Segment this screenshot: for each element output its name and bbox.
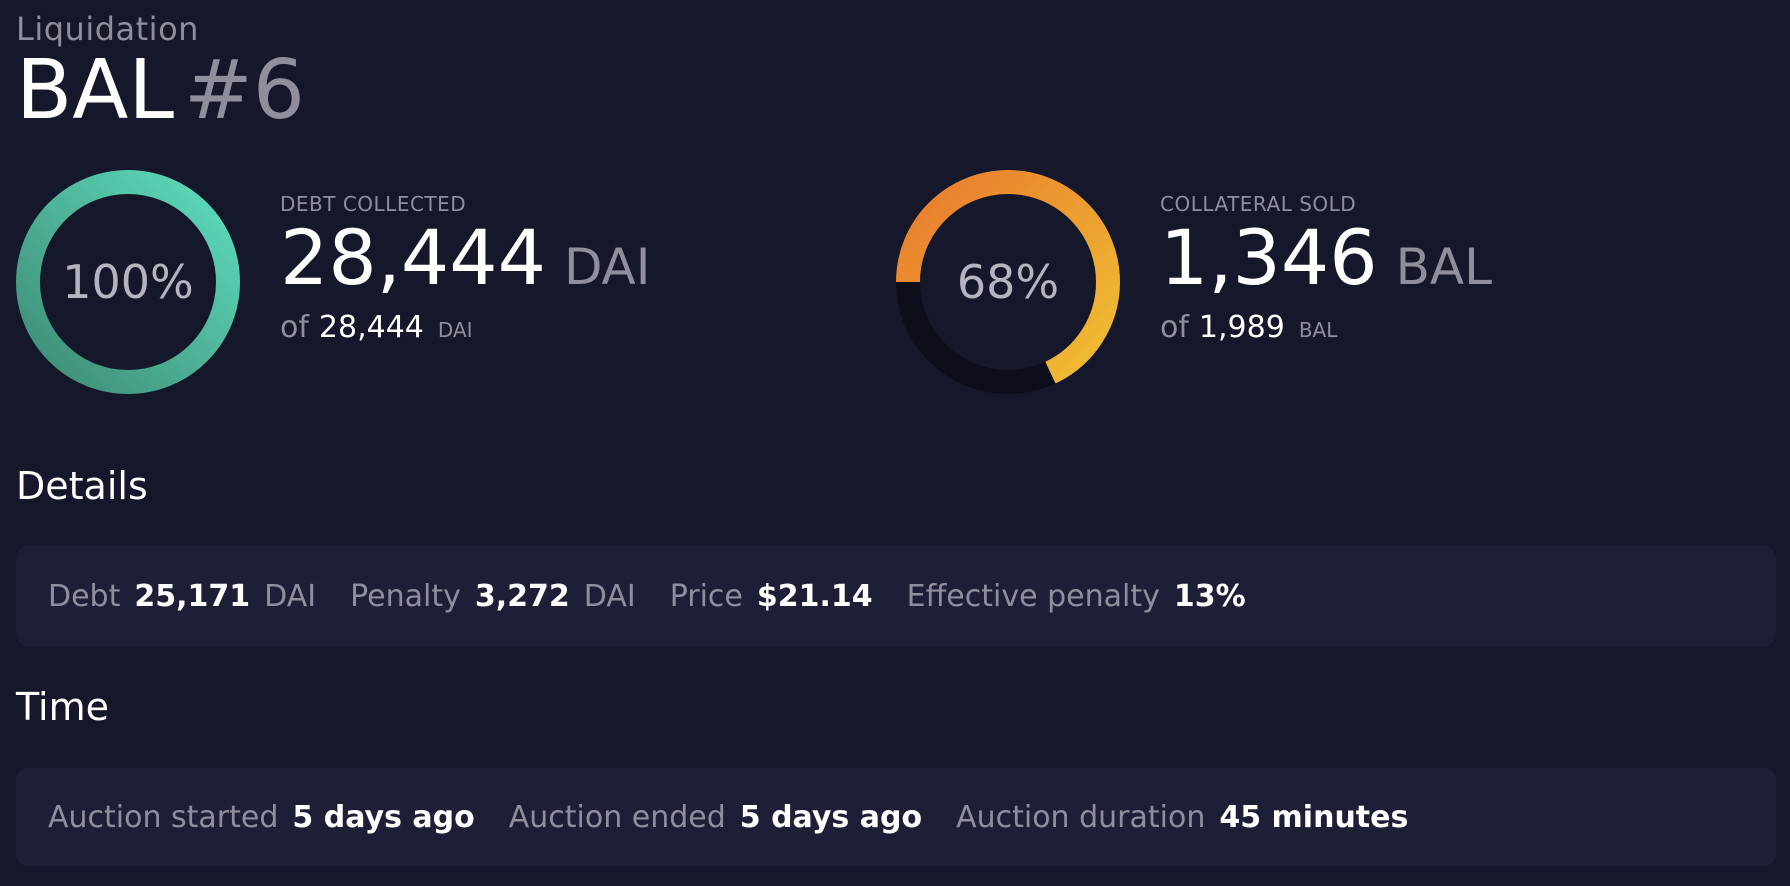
detail-price-value: $21.14 [756, 578, 873, 614]
detail-effective-penalty-value: 13% [1173, 578, 1246, 614]
collateral-gauge-arc [896, 170, 1120, 394]
detail-debt-label: Debt [48, 578, 121, 614]
collateral-total-unit: BAL [1298, 318, 1338, 342]
debt-gauge-arc [16, 170, 240, 394]
detail-penalty-label: Penalty [350, 578, 461, 614]
auction-ended-value: 5 days ago [739, 799, 923, 835]
details-card: Debt 25,171 DAI Penalty 3,272 DAI Price … [16, 546, 1776, 646]
time-card: Auction started 5 days ago Auction ended… [16, 768, 1776, 866]
debt-of-word: of [280, 310, 309, 345]
detail-price: Price $21.14 [670, 579, 873, 614]
time-auction-started: Auction started 5 days ago [48, 800, 475, 835]
debt-collected-value: 28,444 [280, 213, 546, 302]
collateral-sold-unit: BAL [1395, 238, 1492, 296]
debt-collected-caption: DEBT COLLECTED [280, 192, 467, 216]
liquidation-number: #6 [184, 43, 305, 138]
auction-started-value: 5 days ago [292, 799, 475, 835]
details-title: Details [16, 464, 148, 508]
debt-total-unit: DAI [437, 318, 473, 342]
time-auction-ended: Auction ended 5 days ago [509, 800, 922, 835]
collateral-sold-caption: COLLATERAL SOLD [1160, 192, 1357, 216]
time-auction-duration: Auction duration 45 minutes [956, 800, 1408, 835]
detail-penalty-value: 3,272 [474, 578, 570, 614]
collateral-percent: 68% [956, 255, 1060, 309]
detail-penalty-unit: DAI [583, 578, 636, 614]
collateral-sold-gauge: 68% [896, 170, 1120, 394]
debt-collected-stat: DEBT COLLECTED 28,444 DAI of 28,444 DAI [280, 192, 651, 345]
auction-duration-value: 45 minutes [1219, 799, 1409, 835]
auction-started-label: Auction started [48, 799, 279, 835]
collateral-sold-value: 1,346 [1160, 213, 1378, 302]
page-eyebrow: Liquidation [16, 10, 199, 48]
detail-effective-penalty-label: Effective penalty [906, 578, 1160, 614]
debt-percent: 100% [62, 255, 194, 309]
auction-ended-label: Auction ended [508, 799, 726, 835]
time-title: Time [16, 685, 109, 729]
auction-duration-label: Auction duration [956, 799, 1206, 835]
detail-price-label: Price [669, 578, 743, 614]
debt-collected-unit: DAI [563, 238, 651, 296]
collateral-total: 1,989 [1198, 310, 1285, 345]
debt-collected-gauge: 100% [16, 170, 240, 394]
detail-penalty: Penalty 3,272 DAI [350, 579, 636, 614]
detail-debt-value: 25,171 [134, 578, 251, 614]
asset-name: BAL [16, 43, 175, 138]
detail-debt: Debt 25,171 DAI [48, 579, 316, 614]
collateral-of-word: of [1160, 310, 1189, 345]
detail-debt-unit: DAI [264, 578, 317, 614]
collateral-sold-stat: COLLATERAL SOLD 1,346 BAL of 1,989 BAL [1160, 192, 1492, 345]
detail-effective-penalty: Effective penalty 13% [907, 579, 1246, 614]
debt-total: 28,444 [318, 310, 424, 345]
page-title: BAL #6 [16, 50, 305, 132]
